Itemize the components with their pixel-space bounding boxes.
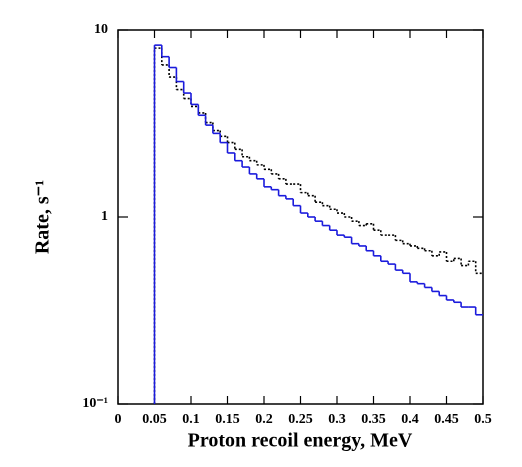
plot-frame xyxy=(117,29,484,405)
x-tick-label: 0.45 xyxy=(434,412,459,427)
x-tick-label: 0.25 xyxy=(288,412,313,427)
x-tick-label: 0.35 xyxy=(361,412,386,427)
x-tick-label: 0.3 xyxy=(328,412,346,427)
y-tick-label: 10⁻¹ xyxy=(82,396,108,411)
x-tick-label: 0.5 xyxy=(474,412,492,427)
x-tick-label: 0.05 xyxy=(142,412,167,427)
x-tick-label: 0.15 xyxy=(215,412,240,427)
x-axis-label: Proton recoil energy, MeV xyxy=(188,430,413,452)
x-tick-label: 0 xyxy=(115,412,122,427)
y-axis-label: Rate, s⁻¹ xyxy=(32,180,54,254)
y-tick-label: 10 xyxy=(94,22,108,37)
x-tick-label: 0.4 xyxy=(401,412,419,427)
y-tick-label: 1 xyxy=(101,209,108,224)
x-tick-label: 0.1 xyxy=(182,412,200,427)
x-tick-label: 0.2 xyxy=(255,412,273,427)
